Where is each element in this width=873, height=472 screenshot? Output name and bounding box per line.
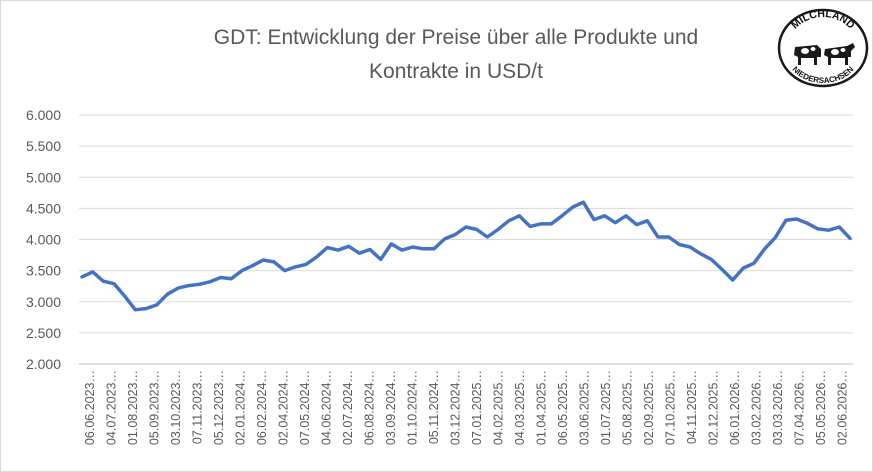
x-tick-label: 06.05.2025… (556, 370, 570, 445)
x-tick-label: 03.03.2026… (771, 370, 785, 445)
chart-title-line-2: Kontrakte in USD/t (369, 60, 543, 83)
y-tick-label: 3.500 (26, 263, 61, 279)
x-tick-label: 01.10.2024… (405, 370, 419, 445)
x-tick-label: 04.03.2025… (513, 370, 527, 445)
x-tick-label: 07.01.2025… (470, 370, 484, 445)
x-tick-label: 02.12.2025… (706, 370, 720, 445)
x-tick-label: 02.07.2024… (341, 370, 355, 445)
x-tick-label: 03.02.2026… (749, 370, 763, 445)
price-series-line (80, 200, 852, 312)
chart-title-line-1: GDT: Entwicklung der Preise über alle Pr… (213, 26, 699, 49)
y-tick-label: 5.500 (26, 138, 61, 154)
x-tick-label: 02.09.2025… (642, 370, 656, 445)
y-tick-label: 4.000 (26, 232, 61, 248)
x-tick-label: 05.08.2025… (620, 370, 634, 445)
x-tick-label: 02.06.2026… (835, 370, 849, 445)
x-tick-label: 07.10.2025… (663, 370, 677, 445)
gridlines (79, 114, 853, 365)
x-tick-label: 05.11.2024… (427, 370, 441, 444)
x-tick-label: 06.01.2026… (728, 370, 742, 445)
x-tick-label: 07.04.2026… (792, 370, 806, 445)
x-tick-label: 07.11.2023… (190, 370, 204, 444)
x-tick-label: 04.06.2024… (319, 370, 333, 445)
chart-title: GDT: Entwicklung der Preise über alle Pr… (111, 21, 801, 89)
y-tick-label: 2.500 (26, 325, 61, 341)
x-tick-label: 01.07.2025… (599, 370, 613, 445)
y-tick-label: 4.500 (26, 200, 61, 216)
y-tick-label: 5.000 (26, 169, 61, 185)
x-tick-label: 05.05.2026… (814, 370, 828, 445)
x-tick-label: 03.10.2023… (169, 370, 183, 445)
y-tick-label: 3.000 (26, 294, 61, 310)
x-tick-label: 05.12.2023… (212, 370, 226, 445)
x-tick-label: 05.09.2023… (147, 370, 161, 445)
y-tick-label: 2.000 (26, 356, 61, 372)
x-tick-label: 04.02.2025… (491, 370, 505, 445)
x-tick-label: 06.06.2023… (83, 370, 97, 445)
series-group (80, 200, 852, 312)
cow-right-icon (824, 43, 855, 65)
x-tick-label: 01.04.2025… (534, 370, 548, 445)
x-tick-label: 01.08.2023… (126, 370, 140, 445)
x-tick-label: 03.09.2024… (384, 370, 398, 445)
x-tick-label: 02.01.2024… (233, 370, 247, 445)
y-axis: 2.000 2.500 3.000 3.500 4.000 4.500 5.000 5.500… (26, 107, 61, 372)
x-tick-label: 07.05.2024… (298, 370, 312, 445)
x-tick-label: 03.12.2024… (448, 370, 462, 445)
x-tick-label: 02.04.2024… (276, 370, 290, 445)
y-tick-label: 6.000 (26, 107, 61, 123)
x-tick-label: 06.08.2024… (362, 370, 376, 445)
x-tick-label: 06.02.2024… (255, 370, 269, 445)
x-tick-label: 04.07.2023… (104, 370, 118, 445)
x-tick-label: 04.11.2025… (685, 370, 699, 444)
x-axis: 06.06.2023… 04.07.2023… 01.08.2023… 05.09.2… (83, 370, 850, 445)
cow-left-icon (794, 45, 821, 65)
milchland-logo: MILCHLAND NIEDERSACHSEN (777, 8, 869, 88)
x-tick-label: 03.06.2025… (577, 370, 591, 445)
